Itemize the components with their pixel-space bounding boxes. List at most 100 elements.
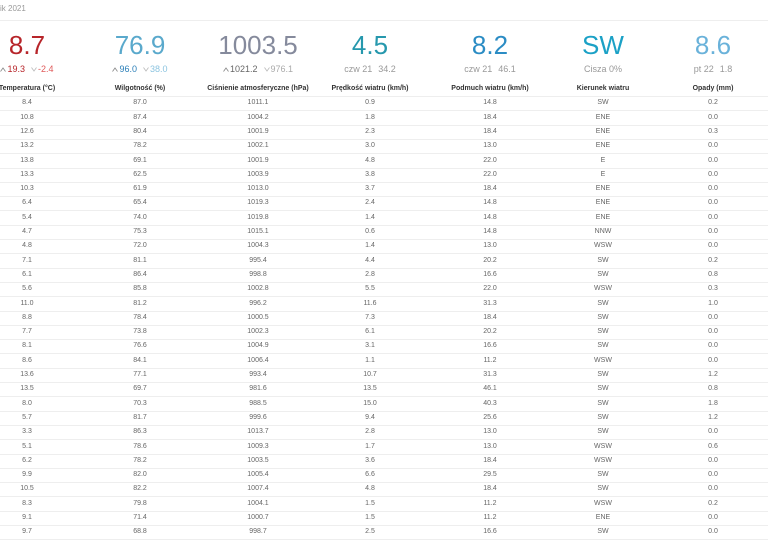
page-title: ik 2021 [0,4,26,13]
table-cell: 7.1 [22,256,32,264]
table-cell: 3.7 [365,185,375,193]
table-cell: WSW [594,456,612,464]
table-cell: 78.4 [133,313,147,321]
table-cell: 29.5 [483,471,497,479]
table-cell: SW [597,99,609,107]
table-cell: 14.8 [483,228,497,235]
table-cell: 993.4 [249,371,267,378]
table-cell: 20.2 [483,256,497,264]
table-cell: 1002.3 [247,328,269,336]
table-cell: 5.7 [22,413,32,421]
table-row: 6.4 65.4 1019.3 2.4 14.8 ENE 0.0 [0,196,768,212]
table-cell: 1005.4 [247,471,269,479]
table-row: 7.1 81.1 995.4 4.4 20.2 SW 0.2 [0,254,768,269]
table-row: 4.7 75.3 1015.1 0.6 14.8 NNW 0.0 [0,225,768,240]
table-cell: 80.4 [133,127,147,135]
table-cell: 70.3 [133,399,147,407]
table-cell: 15.0 [363,399,377,407]
up-icon [223,67,229,72]
table-cell: 13.6 [20,371,34,378]
table-cell: 1.2 [708,371,718,378]
table-cell: 1006.4 [247,356,269,364]
table-cell: 11.2 [483,499,497,507]
table-cell: 6.1 [22,270,32,278]
table-cell: 5.5 [365,285,375,293]
table-row: 9.9 82.0 1005.4 6.6 29.5 SW 0.0 [0,468,768,484]
table-cell: SW [597,485,609,493]
table-row: 12.6 80.4 1001.9 2.3 18.4 ENE 0.3 [0,125,768,140]
table-row: 4.8 72.0 1004.3 1.4 13.0 WSW 0.0 [0,239,768,255]
table-cell: 1.7 [365,442,375,450]
table-cell: 1003.9 [247,170,269,178]
table-cell: 9.1 [22,514,32,521]
summary-sub-value: 46.1 [498,64,516,74]
table-row: 13.3 62.5 1003.9 3.8 22.0 E 0.0 [0,168,768,183]
table-cell: 40.3 [483,399,497,407]
table-cell: 31.3 [483,371,497,378]
header-cell: Opady (mm) [692,85,734,92]
table-cell: 2.5 [365,528,375,536]
table-cell: 11.6 [363,299,377,307]
table-cell: 18.4 [483,113,497,121]
table-cell: 0.8 [708,270,718,278]
table-cell: 87.0 [133,99,147,107]
table-cell: SW [597,371,609,378]
table-cell: 8.4 [22,99,32,107]
table-cell: 1002.1 [247,142,269,150]
table-cell: SW [597,528,609,536]
table-cell: 0.3 [708,285,718,293]
table-cell: 18.4 [483,313,497,321]
table-cell: 1.5 [365,499,375,507]
table-cell: 1004.2 [247,113,269,121]
summary-value: 4.5 [351,30,389,60]
summary-value: 1003.5 [218,30,298,60]
table-row: 9.7 68.8 998.7 2.5 16.6 SW 0.0 [0,525,768,540]
table-cell: E [600,156,606,164]
table-cell: 81.2 [133,299,147,307]
summary-sub-value: 1021.2 [223,64,258,74]
table-cell: 74.0 [133,213,147,221]
table-cell: 0.6 [365,228,375,235]
table-cell: 13.0 [483,242,497,250]
table-cell: 1.0 [708,299,718,307]
table-cell: 11.0 [20,299,34,307]
summary-sub: pt 22 1.8 [643,64,768,74]
table-row: 3.3 86.3 1013.7 2.8 13.0 SW 0.0 [0,425,768,441]
table-cell: ENE [595,185,611,193]
summary-sub-value: 19.3 [0,64,25,74]
table-row: 5.1 78.6 1009.3 1.7 13.0 WSW 0.6 [0,440,768,455]
table-cell: 13.8 [20,156,34,164]
table-cell: ENE [595,113,611,121]
table-cell: 0.2 [708,99,718,107]
table-cell: 1.8 [365,113,375,121]
table-cell: 61.9 [133,185,147,193]
table-cell: SW [597,256,609,264]
table-cell: 1015.1 [247,228,269,235]
header-cell: Kierunek wiatru [576,85,630,92]
table-cell: 3.0 [365,142,375,150]
table-cell: 8.8 [22,313,32,321]
table-cell: 2.4 [365,199,375,207]
table-cell: 0.0 [708,514,718,521]
table-cell: SW [597,413,609,421]
table-cell: 1004.1 [247,499,269,507]
table-cell: 78.6 [133,442,147,450]
table-cell: 0.0 [708,356,718,364]
table-row: 13.2 78.2 1002.1 3.0 13.0 ENE 0.0 [0,139,768,155]
summary-sub-value: 38.0 [143,64,168,74]
table-cell: 1019.3 [247,199,269,207]
table-cell: 0.0 [708,456,718,464]
table-cell: 1001.9 [247,127,269,135]
table-cell: 78.2 [133,142,147,150]
summary-value: 8.2 [471,30,509,60]
table-cell: 8.0 [22,399,32,407]
table-cell: E [600,170,606,178]
summary-sub-value: 1.8 [719,64,733,74]
table-cell: 71.4 [133,514,147,521]
table-cell: 13.5 [363,385,377,393]
table-cell: 18.4 [483,185,497,193]
summary-sub: czw 21 34.2 [300,64,440,74]
table-cell: 3.3 [22,428,32,436]
table-row: 8.6 84.1 1006.4 1.1 11.2 WSW 0.0 [0,354,768,369]
table-cell: SW [597,399,609,407]
